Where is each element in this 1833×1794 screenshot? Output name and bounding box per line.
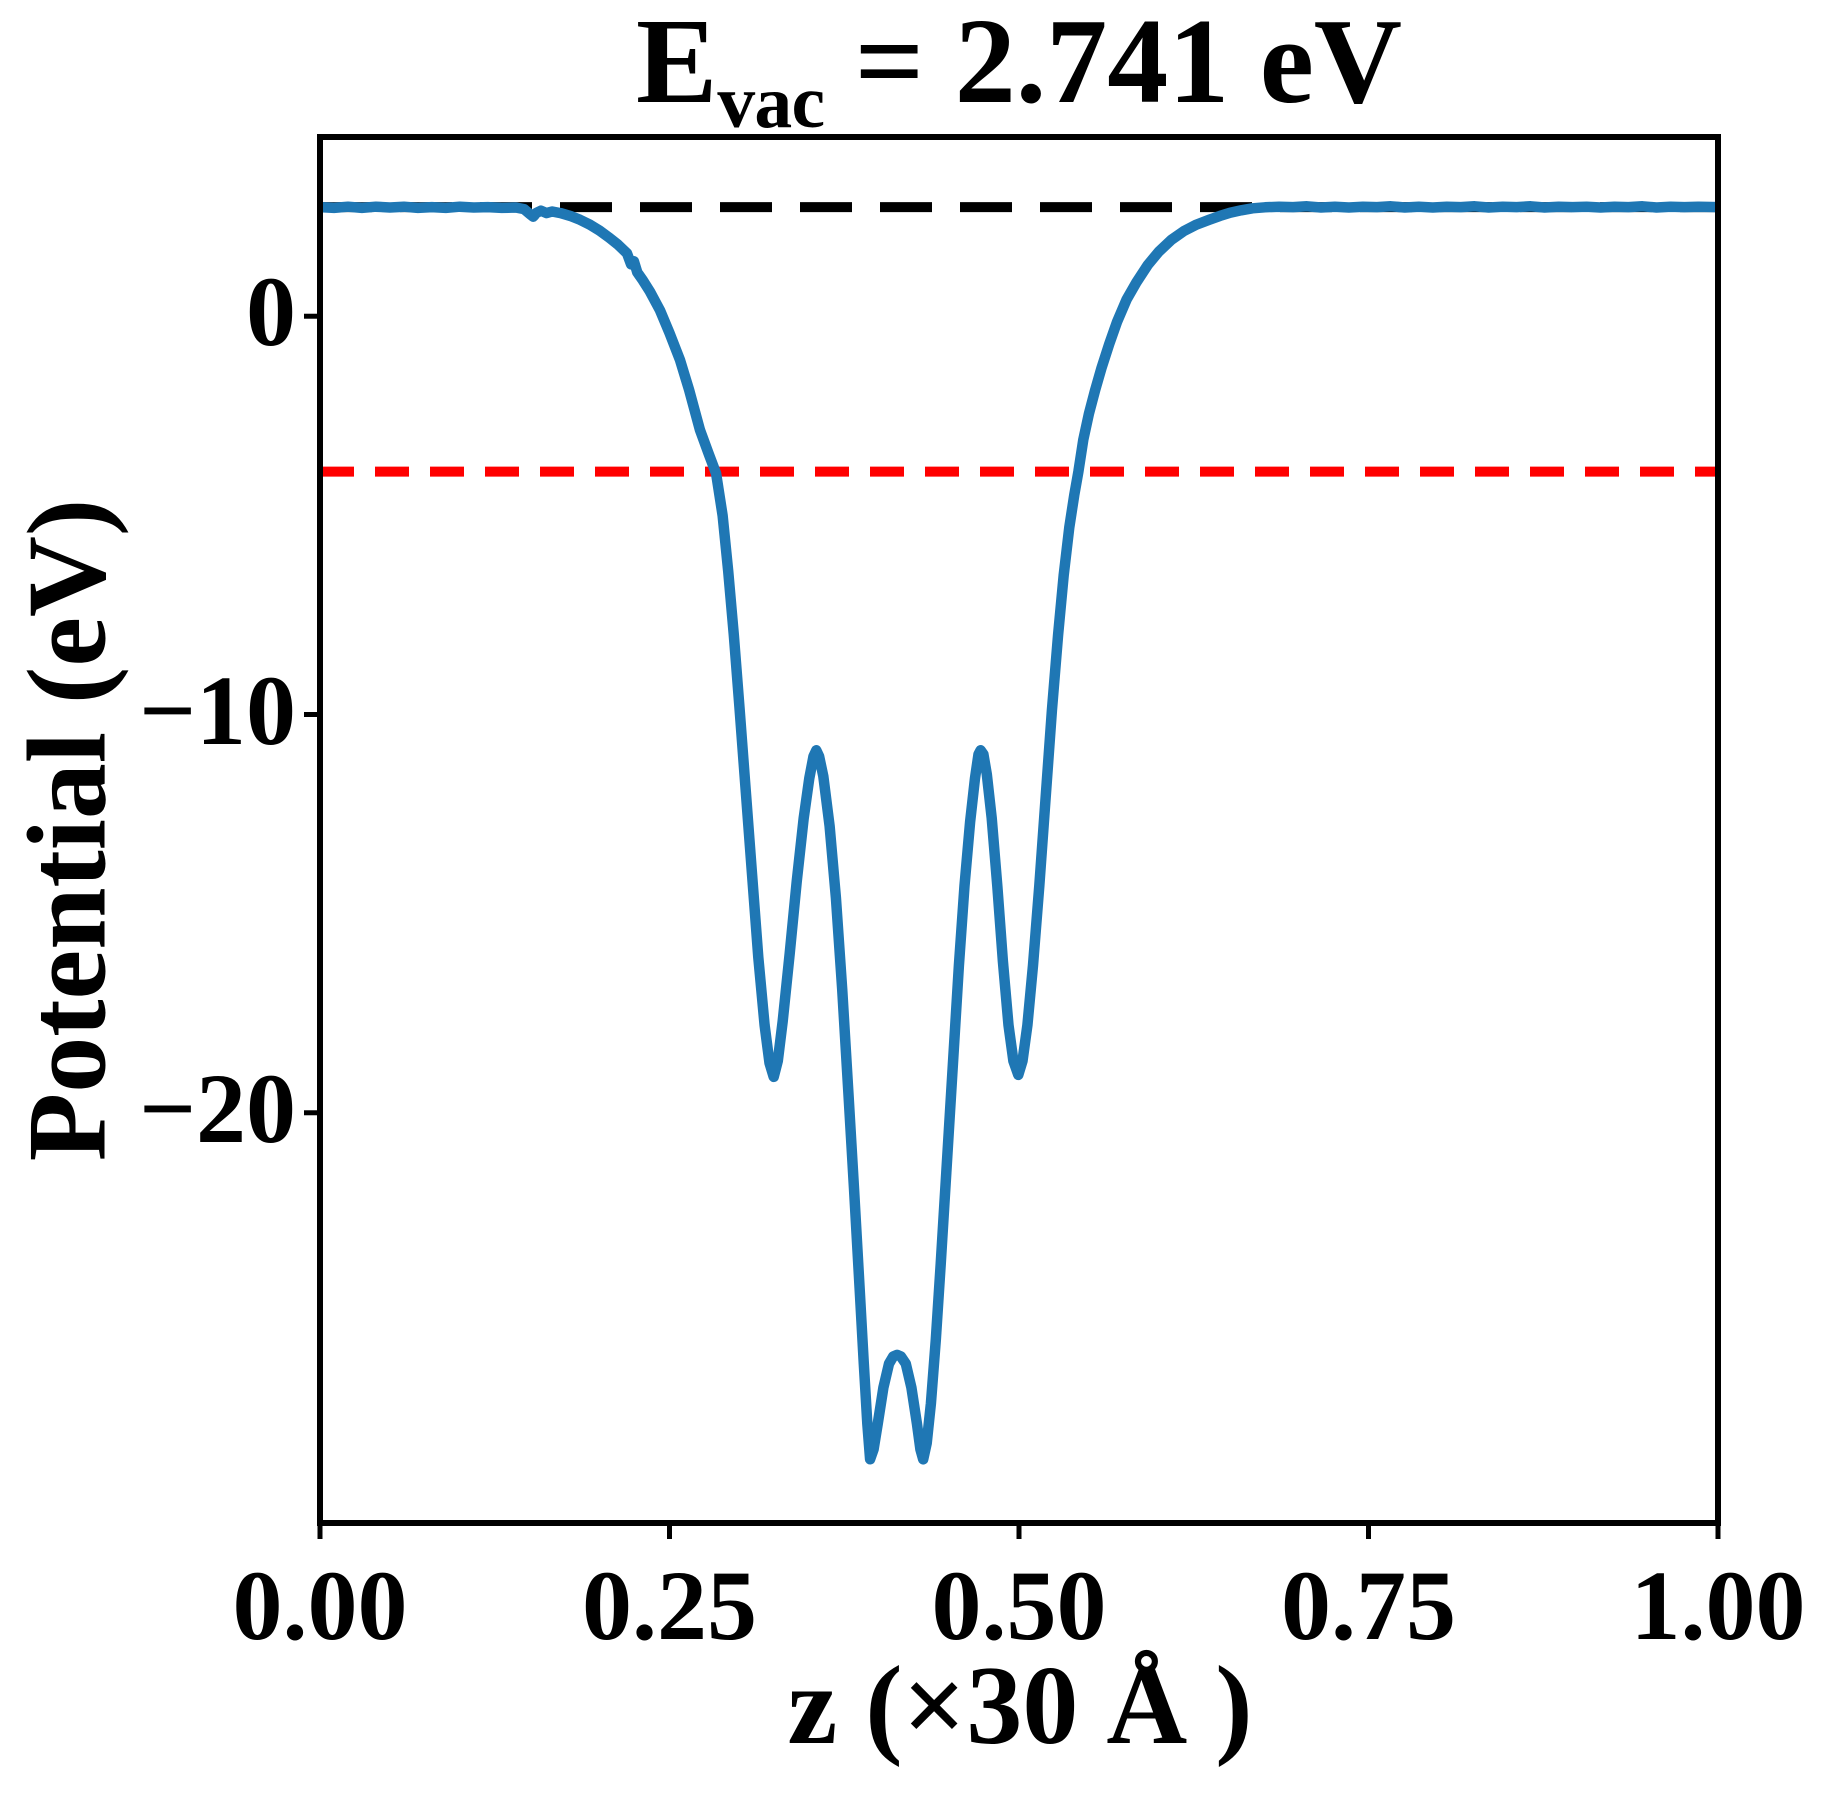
potential-curve [320,201,1718,1465]
x-tick-label: 0.75 [1281,1550,1456,1661]
axes-frame [317,134,1721,1526]
y-tick-marks [304,313,320,1116]
chart-title: Evac = 2.741 eV [635,0,1403,144]
y-tick-label: −10 [139,654,296,766]
y-axis-label: Potential (eV) [5,498,130,1162]
x-tick-marks [317,1523,1721,1539]
title-value: = 2.741 eV [824,0,1403,129]
x-tick-label: 1.00 [1630,1550,1806,1661]
x-tick-label: 0.50 [931,1550,1107,1661]
title-symbol: E [635,0,718,129]
title-subscript: vac [717,60,825,144]
x-axis-label: z (×30 Å ) [787,1644,1253,1768]
x-tick-label: 0.00 [232,1550,408,1661]
y-tick-label: −20 [139,1052,296,1164]
y-tick-label: 0 [246,256,296,368]
x-tick-label: 0.25 [582,1550,757,1661]
